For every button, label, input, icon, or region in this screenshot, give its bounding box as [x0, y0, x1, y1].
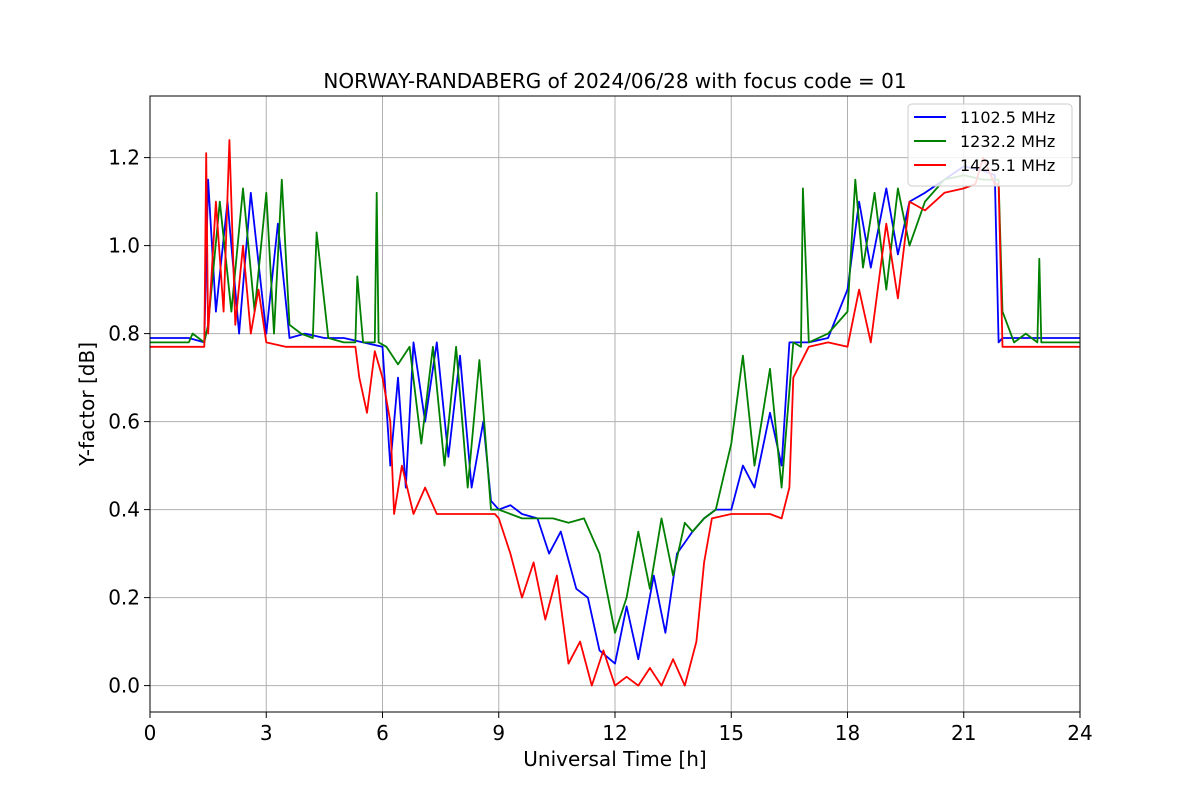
- series-layer: [150, 139, 1080, 687]
- x-tick-label: 9: [492, 721, 505, 745]
- y-tick-label: 0.4: [108, 498, 140, 522]
- x-tick-label: 15: [719, 721, 744, 745]
- x-axis-label: Universal Time [h]: [523, 747, 706, 771]
- y-tick-label: 0.0: [108, 674, 140, 698]
- y-axis-label: Y-factor [dB]: [75, 342, 99, 467]
- y-tick-label: 1.0: [108, 234, 140, 258]
- series-line-3: [150, 139, 1080, 687]
- x-tick-label: 3: [260, 721, 273, 745]
- x-tick-label: 6: [376, 721, 389, 745]
- y-tick-label: 0.2: [108, 586, 140, 610]
- x-tick-label: 24: [1067, 721, 1092, 745]
- x-tick-label: 18: [835, 721, 860, 745]
- x-tick-label: 0: [144, 721, 157, 745]
- ticks: 0 3 6 9 12 15 18 21 24 0.0 0.2 0.4 0.6 0.8 1.0 1.2: [108, 146, 1093, 745]
- legend: 1102.5 MHz 1232.2 MHz 1425.1 MHz: [907, 103, 1073, 187]
- x-tick-label: 21: [951, 721, 976, 745]
- legend-box: [907, 103, 1073, 187]
- legend-label: 1232.2 MHz: [960, 132, 1055, 151]
- series-line-1: [150, 165, 1080, 665]
- x-tick-label: 12: [602, 721, 627, 745]
- y-tick-label: 1.2: [108, 146, 140, 170]
- y-tick-label: 0.6: [108, 410, 140, 434]
- legend-label: 1102.5 MHz: [960, 108, 1055, 127]
- chart-title: NORWAY-RANDABERG of 2024/06/28 with focu…: [323, 69, 906, 93]
- legend-label: 1425.1 MHz: [960, 156, 1055, 175]
- series-line-2: [150, 174, 1080, 634]
- y-tick-label: 0.8: [108, 322, 140, 346]
